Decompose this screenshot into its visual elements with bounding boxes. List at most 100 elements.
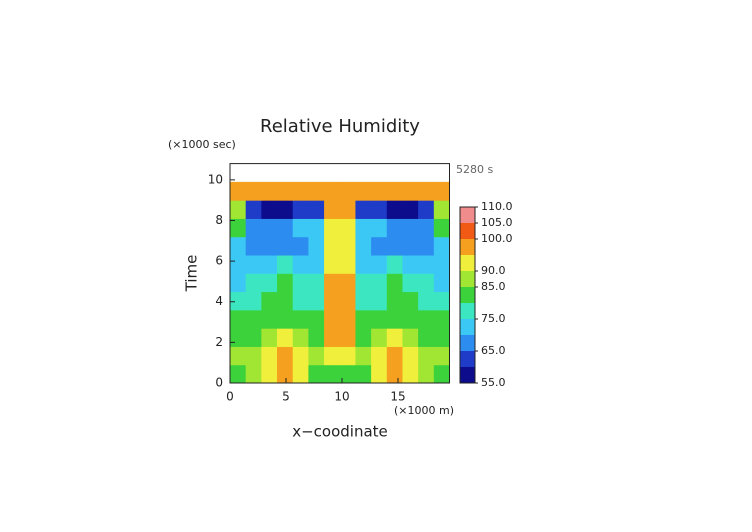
contour-cell (245, 218, 262, 238)
contour-cell (277, 200, 294, 219)
contour-cell (355, 273, 372, 293)
x-tick-label: 15 (390, 390, 405, 404)
contour-cell (402, 346, 419, 366)
contour-cell (324, 273, 341, 293)
x-tick-label: 10 (334, 390, 349, 404)
contour-cell (292, 328, 309, 347)
chart-title: Relative Humidity (260, 116, 420, 137)
contour-cell (339, 273, 356, 293)
colorbar-tick-label: 105.0 (481, 216, 513, 229)
contour-cell (339, 236, 356, 256)
colorbar-tick-label: 55.0 (481, 376, 506, 389)
contour-cell (433, 218, 450, 238)
colorbar-band (460, 367, 475, 383)
contour-cell (339, 346, 356, 366)
contour-cell (324, 200, 341, 219)
contour-cell (371, 218, 388, 238)
contour-cell (324, 364, 341, 384)
contour-cell (418, 328, 435, 347)
y-tick-label: 0 (215, 376, 223, 390)
contour-cell (230, 291, 247, 311)
colorbar-tick-label: 65.0 (481, 344, 506, 357)
contour-cell (230, 364, 247, 384)
colorbar-band (460, 207, 475, 223)
colorbar-band (460, 239, 475, 255)
contour-cell (308, 236, 325, 256)
contour-cell (245, 200, 262, 219)
contour-cell (230, 309, 247, 329)
contour-cell (433, 309, 450, 329)
contour-cell (402, 291, 419, 311)
contour-cell (402, 181, 419, 201)
contour-cell (402, 273, 419, 293)
contour-cell (355, 291, 372, 311)
contour-cell (277, 346, 294, 366)
contour-cell (371, 236, 388, 256)
contour-cell (245, 236, 262, 256)
contour-cell (245, 273, 262, 293)
contour-cell (386, 181, 403, 201)
contour-cell (355, 364, 372, 384)
plot-frame (229, 163, 450, 384)
contour-cell (292, 309, 309, 329)
contour-cell (355, 309, 372, 329)
contour-cell (308, 364, 325, 384)
contour-cell (292, 346, 309, 366)
contour-cell (371, 181, 388, 201)
contour-cell (292, 236, 309, 256)
contour-cell (324, 328, 341, 347)
contour-cell (355, 328, 372, 347)
contour-cell (355, 236, 372, 256)
colorbar-band (460, 319, 475, 335)
contour-cell (386, 218, 403, 238)
contour-cell (433, 291, 450, 311)
contour-cell (418, 200, 435, 219)
contour-cell (261, 200, 278, 219)
contour-cell (339, 200, 356, 219)
contour-cell (230, 273, 247, 293)
contour-cell (292, 255, 309, 274)
contour-cell (386, 236, 403, 256)
contour-cell (418, 236, 435, 256)
contour-cell (371, 200, 388, 219)
contour-cell (433, 236, 450, 256)
contour-cell (402, 200, 419, 219)
contour-cell (292, 200, 309, 219)
contour-cell (355, 181, 372, 201)
contour-cell (386, 273, 403, 293)
contour-cell (355, 346, 372, 366)
contour-cell (308, 346, 325, 366)
x-tick-label: 0 (226, 390, 234, 404)
contour-cell (402, 218, 419, 238)
contour-cell (277, 181, 294, 201)
contour-cell (261, 309, 278, 329)
contour-cell (261, 255, 278, 274)
contour-cell (418, 181, 435, 201)
colorbar-band (460, 271, 475, 287)
contour-cell (261, 236, 278, 256)
contour-cell (261, 181, 278, 201)
contour-cell (245, 346, 262, 366)
contour-cell (386, 364, 403, 384)
contour-cell (371, 364, 388, 384)
contour-cell (245, 364, 262, 384)
y-tick-label: 10 (208, 172, 223, 186)
contour-cell (261, 364, 278, 384)
contour-cell (418, 364, 435, 384)
contour-cell (339, 255, 356, 274)
colorbar-band (460, 351, 475, 367)
contour-cell (402, 364, 419, 384)
contour-cell (386, 328, 403, 347)
contour-cell (292, 291, 309, 311)
contour-cell (339, 291, 356, 311)
contour-cell (292, 273, 309, 293)
contour-cell (277, 364, 294, 384)
contour-cell (308, 309, 325, 329)
contour-cell (418, 291, 435, 311)
contour-cell (371, 328, 388, 347)
contour-cell (245, 255, 262, 274)
contour-cell (402, 309, 419, 329)
contour-cell (230, 236, 247, 256)
y-tick-label: 6 (215, 254, 223, 268)
